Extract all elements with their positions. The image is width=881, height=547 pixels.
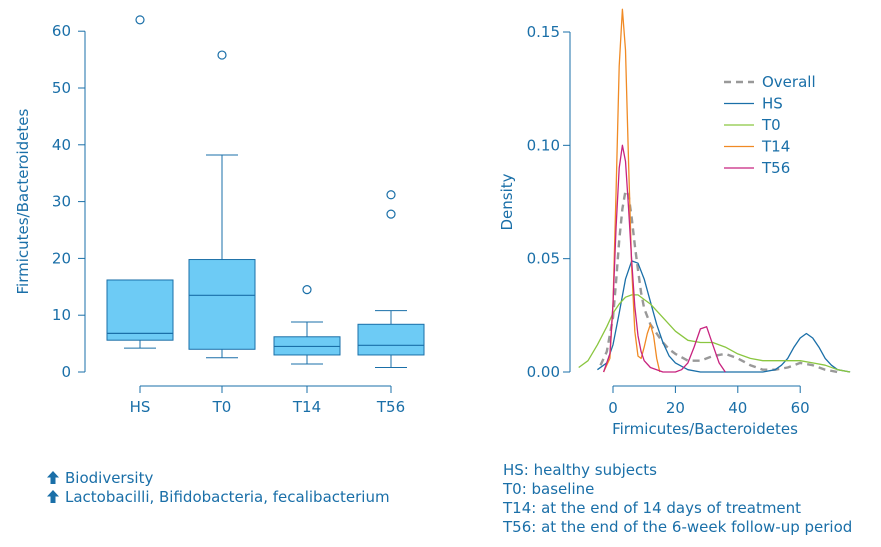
- finding-item: Lactobacilli, Bifidobacteria, fecalibact…: [47, 488, 390, 507]
- abbreviation-key: HS: healthy subjects T0: baseline T14: a…: [503, 461, 852, 537]
- y-tick-label: 30: [52, 193, 71, 211]
- outlier-point: [386, 209, 396, 219]
- x-tick-label: 60: [791, 399, 810, 417]
- finding-item: Biodiversity: [47, 469, 390, 488]
- legend-label: HS: [762, 95, 783, 113]
- y-axis-title: Firmicutes/Bacteroidetes: [14, 109, 32, 295]
- density-line-t14: [603, 8, 661, 373]
- y-tick-label: 40: [52, 136, 71, 154]
- box-t14: [273, 285, 341, 365]
- x-tick-label: T14: [292, 398, 321, 416]
- box-t0: [188, 50, 256, 359]
- outlier-point: [302, 285, 312, 295]
- density-line-t56: [602, 144, 726, 373]
- boxplot-panel: 0 10 20 30 40 50 60 HS T0 T14 T56 Firmicutes/Bacter…: [14, 15, 425, 416]
- box-body: [106, 279, 174, 341]
- outlier-point: [135, 15, 145, 25]
- finding-text: Biodiversity: [65, 469, 154, 487]
- density-panel: 0 20 40 60 Firmicutes/Bacteroidetes 0.00 0.05 0…: [498, 8, 851, 438]
- x-tick-label: 40: [728, 399, 747, 417]
- legend-label: T14: [761, 138, 790, 156]
- y-tick-label: 0.10: [527, 136, 560, 154]
- key-item: T14: at the end of 14 days of treatment: [503, 499, 802, 517]
- legend-label: T0: [761, 116, 781, 134]
- box-t56: [357, 190, 425, 368]
- outlier-point: [217, 50, 227, 60]
- density-line-hs: [597, 260, 851, 373]
- y-axis-title: Density: [498, 173, 516, 230]
- box-hs: [106, 15, 174, 349]
- x-axis-title: Firmicutes/Bacteroidetes: [612, 420, 798, 438]
- up-arrow-icon: [47, 471, 59, 484]
- figure: 0 10 20 30 40 50 60 HS T0 T14 T56 Firmicutes/Bacter…: [14, 8, 851, 438]
- y-tick-label: 50: [52, 79, 71, 97]
- y-tick-label: 0.00: [527, 363, 560, 381]
- x-tick-label: 20: [666, 399, 685, 417]
- density-line-t0: [578, 294, 851, 373]
- x-tick-label: T0: [212, 398, 232, 416]
- y-tick-label: 10: [52, 306, 71, 324]
- x-tick-label: T56: [376, 398, 405, 416]
- y-tick-label: 0.15: [527, 23, 560, 41]
- y-tick-label: 60: [52, 22, 71, 40]
- finding-text: Lactobacilli, Bifidobacteria, fecalibact…: [65, 488, 390, 506]
- key-item: T0: baseline: [503, 480, 595, 498]
- key-item: T56: at the end of the 6-week follow-up …: [503, 518, 853, 536]
- up-arrow-icon: [47, 490, 59, 503]
- legend-label: T56: [761, 159, 790, 177]
- x-tick-label: HS: [130, 398, 151, 416]
- y-tick-label: 20: [52, 249, 71, 267]
- box-body: [357, 323, 425, 356]
- box-body: [188, 259, 256, 350]
- x-tick-label: 0: [608, 399, 618, 417]
- y-tick-label: 0.05: [527, 250, 560, 268]
- outlier-point: [386, 190, 396, 200]
- legend-label: Overall: [762, 73, 816, 91]
- legend: Overall HS T0 T14 T56: [724, 73, 816, 177]
- key-item: HS: healthy subjects: [503, 461, 657, 479]
- y-tick-label: 0: [61, 363, 71, 381]
- findings-list: Biodiversity Lactobacilli, Bifidobacteri…: [47, 469, 390, 507]
